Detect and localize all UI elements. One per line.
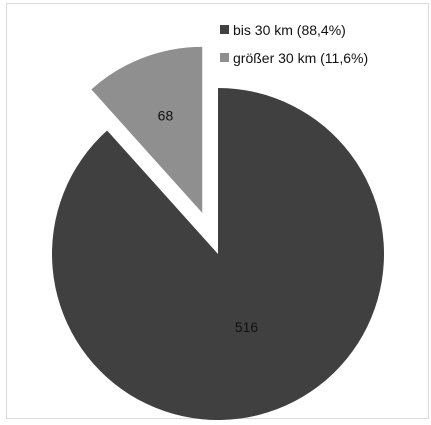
legend-swatch-1 (220, 53, 229, 62)
legend-swatch-0 (220, 25, 229, 34)
legend-label-0: bis 30 km (88,4%) (233, 22, 346, 38)
pie-slice-0 (52, 88, 384, 420)
slices-layer (52, 46, 384, 420)
slice-value-label-0: 516 (235, 319, 259, 335)
labels-layer: 516 68 (158, 108, 259, 336)
slice-value-label-1: 68 (158, 108, 174, 124)
legend-label-1: größer 30 km (11,6%) (233, 50, 368, 66)
pie-slice-1 (91, 46, 203, 213)
legend: bis 30 km (88,4%) größer 30 km (11,6%) (220, 22, 368, 66)
